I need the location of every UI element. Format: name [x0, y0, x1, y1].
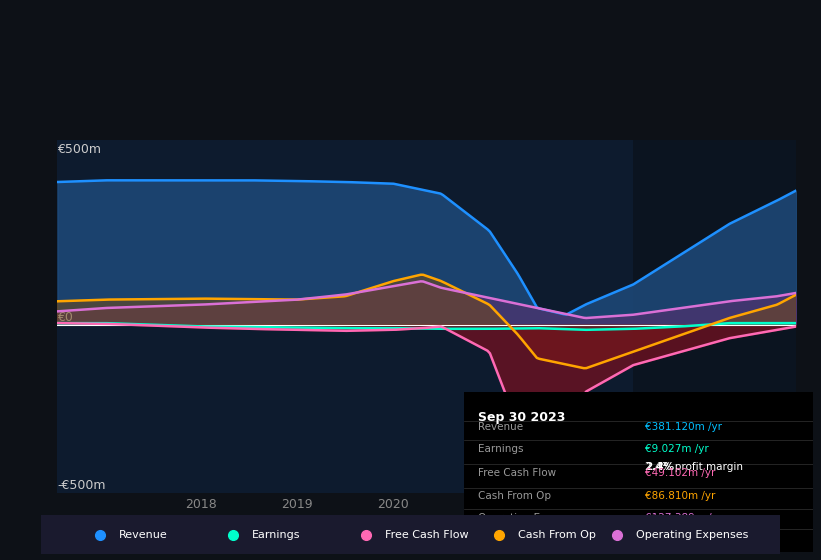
- Text: €381.120m /yr: €381.120m /yr: [645, 422, 722, 432]
- Earnings: [581, 326, 591, 333]
- Earnings: [55, 320, 65, 326]
- Earnings: [490, 325, 500, 332]
- Revenue: [507, 262, 517, 269]
- Revenue: [493, 240, 502, 246]
- Earnings: [725, 320, 735, 326]
- Revenue: [53, 179, 62, 185]
- Operating Expenses: [507, 300, 517, 306]
- Cash From Op: [727, 314, 737, 321]
- Earnings: [493, 325, 502, 332]
- Free Cash Flow: [532, 472, 542, 478]
- Revenue: [562, 311, 571, 318]
- Operating Expenses: [581, 315, 591, 321]
- Text: Free Cash Flow: Free Cash Flow: [385, 530, 468, 540]
- Operating Expenses: [727, 297, 737, 304]
- Text: €0: €0: [57, 311, 73, 324]
- Earnings: [791, 320, 801, 326]
- Operating Expenses: [681, 304, 690, 311]
- Free Cash Flow: [505, 401, 515, 408]
- Text: Free Cash Flow: Free Cash Flow: [478, 468, 556, 478]
- Earnings: [505, 325, 515, 332]
- Text: Sep 30 2023: Sep 30 2023: [478, 411, 565, 424]
- Text: €127.389m /yr: €127.389m /yr: [645, 513, 722, 523]
- Operating Expenses: [791, 290, 801, 296]
- Text: €500m: €500m: [57, 143, 102, 156]
- Line: Operating Expenses: Operating Expenses: [57, 281, 796, 318]
- Cash From Op: [415, 272, 425, 278]
- Text: €86.810m /yr: €86.810m /yr: [645, 491, 716, 501]
- Line: Revenue: Revenue: [57, 180, 796, 315]
- Operating Expenses: [495, 297, 505, 304]
- Line: Free Cash Flow: Free Cash Flow: [57, 323, 796, 475]
- Bar: [633, 140, 796, 493]
- Operating Expenses: [493, 296, 502, 303]
- Cash From Op: [507, 325, 517, 332]
- Free Cash Flow: [53, 320, 62, 326]
- Revenue: [55, 179, 65, 185]
- Line: Cash From Op: Cash From Op: [57, 275, 796, 368]
- Text: -€500m: -€500m: [57, 479, 106, 492]
- Free Cash Flow: [725, 335, 735, 342]
- Operating Expenses: [55, 308, 65, 315]
- Operating Expenses: [415, 278, 425, 284]
- Operating Expenses: [53, 308, 62, 315]
- Cash From Op: [791, 291, 801, 298]
- Text: Cash From Op: Cash From Op: [518, 530, 595, 540]
- Text: Earnings: Earnings: [478, 445, 523, 455]
- Cash From Op: [53, 298, 62, 305]
- Free Cash Flow: [490, 363, 500, 370]
- Text: 2.4% profit margin: 2.4% profit margin: [645, 462, 743, 472]
- Line: Earnings: Earnings: [57, 323, 796, 330]
- Text: 2.4%: 2.4%: [645, 462, 674, 472]
- Cash From Op: [681, 330, 690, 337]
- Revenue: [681, 249, 690, 255]
- Text: Revenue: Revenue: [478, 422, 523, 432]
- Earnings: [53, 320, 62, 326]
- Text: Revenue: Revenue: [119, 530, 167, 540]
- Text: Operating Expenses: Operating Expenses: [636, 530, 748, 540]
- Cash From Op: [495, 312, 505, 319]
- Text: Earnings: Earnings: [252, 530, 300, 540]
- Free Cash Flow: [791, 323, 801, 330]
- Revenue: [791, 187, 801, 194]
- Text: €9.027m /yr: €9.027m /yr: [645, 445, 709, 455]
- Revenue: [727, 219, 737, 226]
- Earnings: [678, 323, 688, 330]
- Text: €49.102m /yr: €49.102m /yr: [645, 468, 716, 478]
- Revenue: [495, 244, 505, 250]
- Free Cash Flow: [55, 320, 65, 326]
- Free Cash Flow: [493, 369, 502, 376]
- Cash From Op: [55, 298, 65, 305]
- Cash From Op: [493, 310, 502, 316]
- Revenue: [102, 177, 112, 184]
- Cash From Op: [579, 365, 589, 371]
- Text: Operating Expenses: Operating Expenses: [478, 513, 583, 523]
- Free Cash Flow: [678, 348, 688, 354]
- Text: Cash From Op: Cash From Op: [478, 491, 551, 501]
